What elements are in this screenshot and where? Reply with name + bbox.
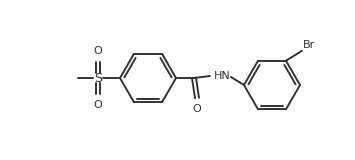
Text: Br: Br <box>303 40 315 50</box>
Text: HN: HN <box>214 71 231 81</box>
Text: O: O <box>94 46 102 56</box>
Text: O: O <box>193 104 201 114</box>
Text: O: O <box>94 100 102 110</box>
Text: S: S <box>94 72 102 84</box>
